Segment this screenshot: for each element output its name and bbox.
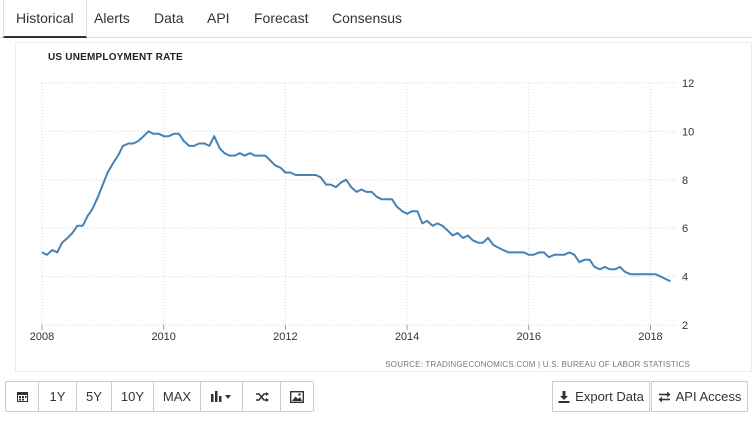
bar-chart-icon [210, 391, 231, 402]
y-tick-label: 6 [682, 223, 688, 235]
shuffle-icon [255, 391, 269, 402]
tab-historical[interactable]: Historical [3, 0, 87, 38]
x-tick-label: 2008 [30, 331, 54, 343]
chart-type-button[interactable] [201, 382, 243, 411]
range-max-button[interactable]: MAX [154, 382, 201, 411]
export-data-label: Export Data [575, 389, 644, 404]
x-axis-ticks: 2008 2010 2012 2014 2016 2018 [30, 331, 663, 343]
y-tick-label: 8 [682, 175, 688, 187]
tab-data[interactable]: Data [154, 10, 184, 26]
x-tick-label: 2010 [151, 331, 175, 343]
x-tick-label: 2018 [638, 331, 662, 343]
chart-title: US UNEMPLOYMENT RATE [48, 52, 183, 63]
compare-button[interactable] [243, 382, 281, 411]
tab-api[interactable]: API [207, 10, 230, 26]
export-data-button[interactable]: Export Data [552, 381, 650, 412]
range-5y-button[interactable]: 5Y [77, 382, 112, 411]
chart-toolbar: 1Y 5Y 10Y MAX [5, 381, 314, 412]
calendar-button[interactable] [6, 382, 39, 411]
y-axis-ticks: 2 4 6 8 10 12 [682, 78, 694, 332]
y-tick-label: 10 [682, 126, 694, 138]
api-access-label: API Access [675, 389, 742, 404]
chart-container [15, 42, 752, 372]
calendar-icon [16, 392, 28, 402]
tab-bar: Historical Alerts Data API Forecast Cons… [0, 0, 752, 38]
exchange-icon [658, 391, 671, 402]
download-icon [558, 390, 570, 403]
x-tick-label: 2016 [517, 331, 541, 343]
range-10y-button[interactable]: 10Y [112, 382, 154, 411]
y-tick-label: 12 [682, 78, 694, 90]
image-button[interactable] [281, 382, 313, 411]
series-line [41, 130, 671, 283]
tab-alerts[interactable]: Alerts [94, 10, 130, 26]
y-tick-label: 4 [682, 272, 688, 284]
range-1y-button[interactable]: 1Y [39, 382, 77, 411]
api-access-button[interactable]: API Access [651, 381, 748, 412]
x-tick-label: 2012 [273, 331, 297, 343]
y-tick-label: 2 [682, 320, 688, 332]
image-icon [290, 390, 304, 403]
chart-source: SOURCE: TRADINGECONOMICS.COM | U.S. BURE… [385, 360, 690, 369]
tab-forecast[interactable]: Forecast [254, 10, 309, 26]
x-tick-label: 2014 [395, 331, 419, 343]
chart-grid [41, 82, 676, 330]
tab-consensus[interactable]: Consensus [332, 10, 403, 26]
